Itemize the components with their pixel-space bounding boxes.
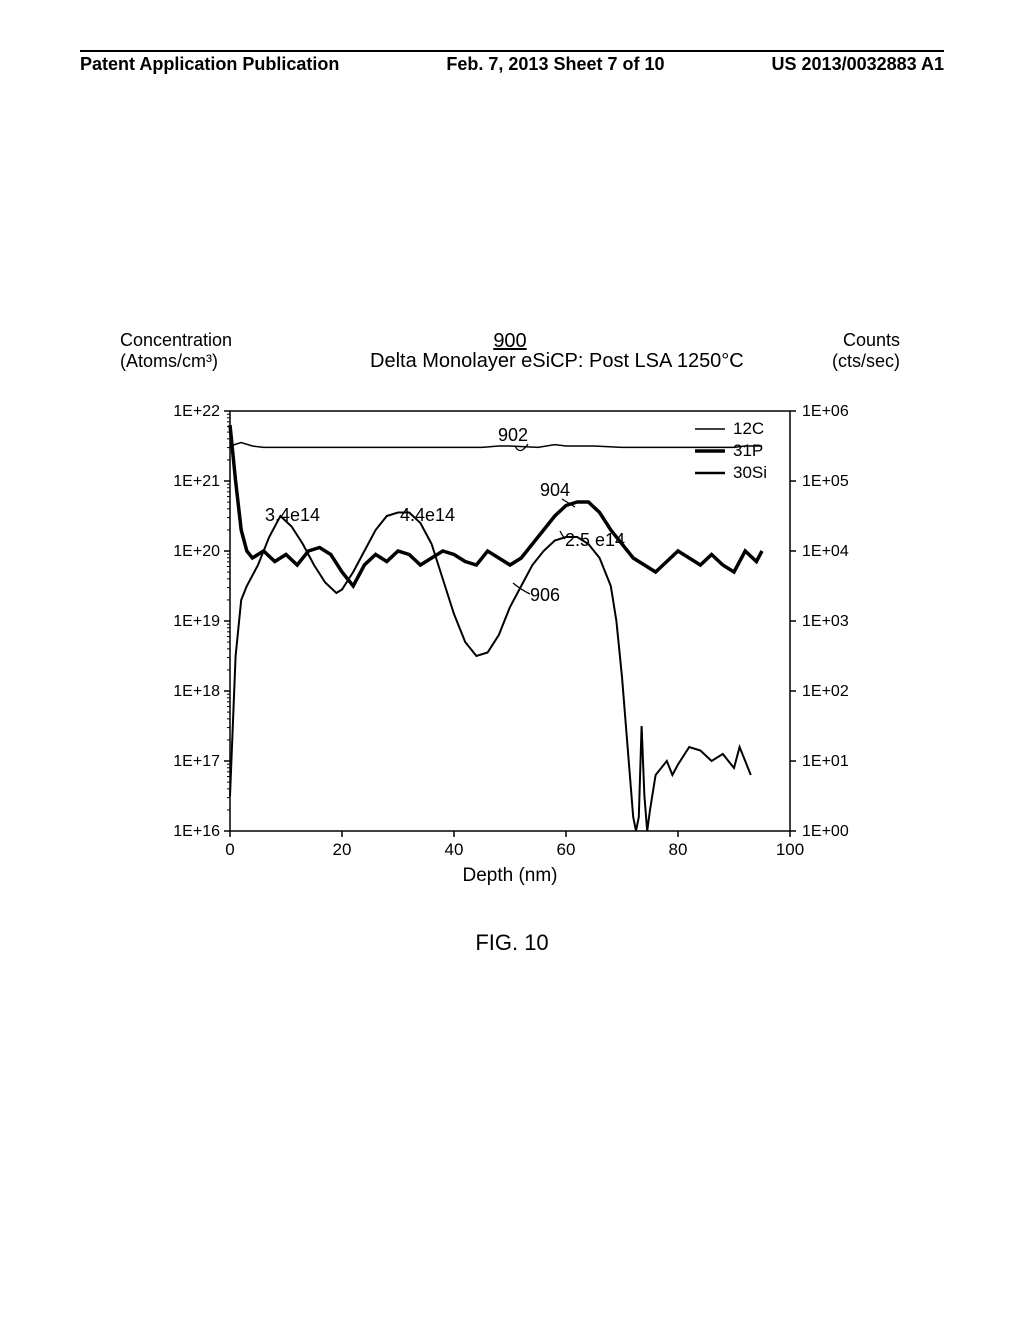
header-right: US 2013/0032883 A1 xyxy=(772,54,944,75)
ref-902: 902 xyxy=(498,425,528,445)
right-axis-label: Counts (cts/sec) xyxy=(832,330,900,372)
peak2-label: 4.4e14 xyxy=(400,505,455,525)
svg-text:80: 80 xyxy=(669,840,688,859)
svg-text:1E+16: 1E+16 xyxy=(173,823,220,840)
y-ticks-left: 1E+22 1E+21 1E+20 1E+19 1E+18 1E+17 1E+16 xyxy=(173,403,230,840)
chart-svg: 1E+22 1E+21 1E+20 1E+19 1E+18 1E+17 1E+16 1E+0… xyxy=(130,361,890,891)
svg-text:1E+00: 1E+00 xyxy=(802,823,849,840)
left-axis-label: Concentration (Atoms/cm³) xyxy=(120,330,232,372)
legend-label-30si: 30Si xyxy=(733,463,767,482)
header-left: Patent Application Publication xyxy=(80,54,339,75)
y-ticks-right: 1E+06 1E+05 1E+04 1E+03 1E+02 1E+01 1E+00 xyxy=(790,403,849,840)
svg-text:1E+03: 1E+03 xyxy=(802,613,849,630)
svg-text:0: 0 xyxy=(225,840,234,859)
header-center: Feb. 7, 2013 Sheet 7 of 10 xyxy=(446,54,664,75)
svg-text:1E+17: 1E+17 xyxy=(173,753,220,770)
x-ticks: 0 20 40 60 80 100 xyxy=(225,831,804,859)
svg-text:40: 40 xyxy=(445,840,464,859)
svg-text:1E+20: 1E+20 xyxy=(173,543,220,560)
svg-text:1E+06: 1E+06 xyxy=(802,403,849,420)
svg-text:100: 100 xyxy=(776,840,804,859)
ref-904: 904 xyxy=(540,480,570,500)
svg-text:1E+01: 1E+01 xyxy=(802,753,849,770)
svg-text:1E+19: 1E+19 xyxy=(173,613,220,630)
legend-label-31p: 31P xyxy=(733,441,763,460)
svg-text:1E+22: 1E+22 xyxy=(173,403,220,420)
ref-906: 906 xyxy=(530,585,560,605)
annotations: 902 904 906 3.4e14 4.4e14 2.5 e14 xyxy=(265,425,625,605)
peak1-label: 3.4e14 xyxy=(265,505,320,525)
right-axis-label-line1: Counts xyxy=(832,330,900,351)
svg-text:1E+18: 1E+18 xyxy=(173,683,220,700)
x-axis-label: Depth (nm) xyxy=(462,865,557,886)
peak3-label: 2.5 e14 xyxy=(565,530,625,550)
series-30si xyxy=(230,513,751,832)
left-axis-label-line2: (Atoms/cm³) xyxy=(120,351,232,372)
svg-text:1E+04: 1E+04 xyxy=(802,543,849,560)
right-axis-label-line2: (cts/sec) xyxy=(832,351,900,372)
chart-title: Delta Monolayer eSiCP: Post LSA 1250°C xyxy=(370,350,744,373)
svg-text:60: 60 xyxy=(557,840,576,859)
svg-text:1E+21: 1E+21 xyxy=(173,473,220,490)
left-axis-label-line1: Concentration xyxy=(120,330,232,351)
svg-text:20: 20 xyxy=(333,840,352,859)
page-header: Patent Application Publication Feb. 7, 2… xyxy=(0,50,1024,75)
svg-text:1E+02: 1E+02 xyxy=(802,683,849,700)
figure-container: 900 Concentration (Atoms/cm³) Counts (ct… xyxy=(130,330,890,891)
series-12c xyxy=(230,443,762,448)
legend: 12C 31P 30Si xyxy=(695,419,767,482)
svg-text:1E+05: 1E+05 xyxy=(802,473,849,490)
legend-label-12c: 12C xyxy=(733,419,764,438)
figure-caption: FIG. 10 xyxy=(0,930,1024,956)
